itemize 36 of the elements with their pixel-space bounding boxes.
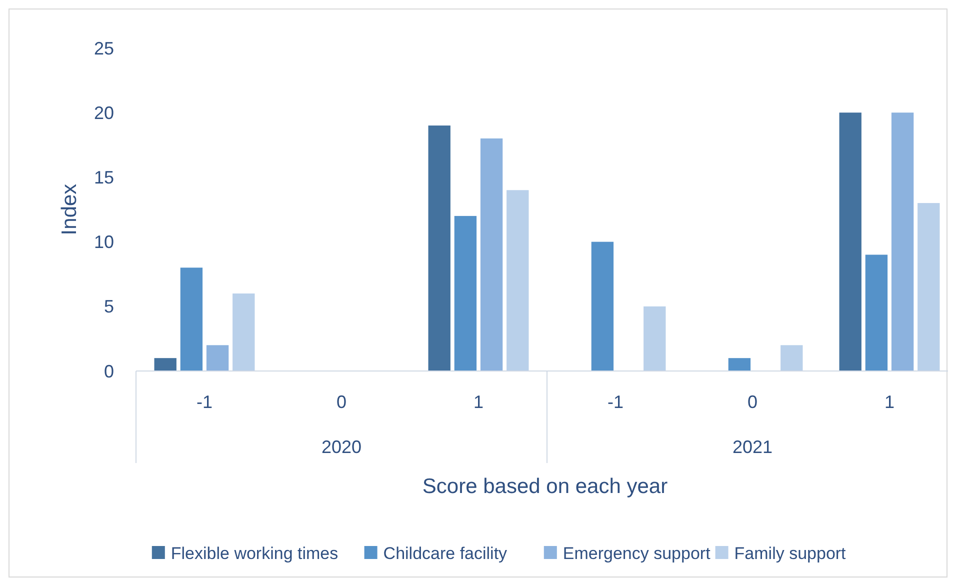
bar	[428, 126, 450, 371]
x-tick-label: 1	[884, 392, 895, 412]
bar	[728, 358, 751, 371]
legend-label: Childcare facility	[383, 544, 508, 563]
y-axis-title: Index	[58, 183, 81, 236]
bar	[180, 268, 203, 371]
y-tick-label: 5	[104, 296, 114, 317]
y-tick-label: 10	[94, 232, 114, 252]
x-tick-label: 0	[747, 392, 758, 412]
bar	[232, 293, 255, 371]
bar	[865, 254, 888, 371]
x-tick-label: 1	[473, 392, 484, 412]
y-tick-label: 25	[94, 38, 114, 58]
bar	[918, 203, 940, 371]
bar	[780, 345, 803, 371]
bar	[839, 112, 862, 371]
bar	[506, 190, 529, 371]
x-tick-label: -1	[196, 392, 213, 412]
legend-label: Family support	[734, 544, 846, 563]
x-tick-label: -1	[607, 392, 624, 412]
y-tick-label: 20	[94, 102, 114, 123]
bar	[454, 216, 477, 371]
legend-label: Emergency support	[562, 544, 711, 563]
bar	[891, 112, 914, 371]
bar	[206, 345, 229, 371]
bar	[480, 138, 503, 371]
bar	[644, 306, 666, 371]
bar	[154, 358, 176, 371]
y-tick-label: 15	[94, 168, 114, 188]
x-axis-title: Score based on each year	[422, 475, 668, 498]
y-tick-label: 0	[104, 361, 114, 382]
x-tick-label: 0	[336, 392, 347, 412]
bar	[591, 242, 614, 371]
text: 2021	[732, 437, 773, 457]
legend-label: Flexible working times	[170, 544, 338, 563]
text: 2020	[321, 437, 362, 457]
